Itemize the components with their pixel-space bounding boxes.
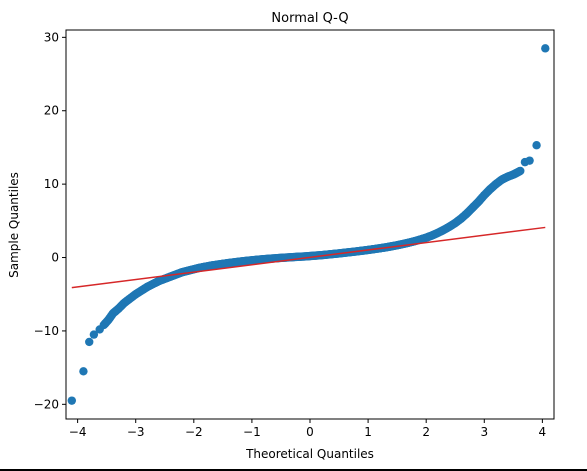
- data-points: [67, 44, 550, 405]
- x-tick-label: 3: [480, 425, 488, 439]
- x-axis-label: Theoretical Quantiles: [245, 447, 374, 461]
- x-tick-label: 2: [422, 425, 430, 439]
- reference-line: [71, 226, 546, 289]
- x-tick-label: 1: [364, 425, 372, 439]
- y-axis-label: Sample Quantiles: [7, 172, 21, 278]
- y-tick-label: 20: [44, 104, 59, 118]
- y-tick-label: −10: [34, 324, 59, 338]
- x-tick-label: 0: [306, 425, 314, 439]
- x-axis-ticks: −4 −3 −2 −1 0 1 2 3 4: [69, 419, 546, 439]
- x-tick-label: 4: [539, 425, 547, 439]
- chart-title: Normal Q-Q: [271, 11, 348, 26]
- y-tick-label: 0: [51, 251, 59, 265]
- x-tick-label: −4: [69, 425, 87, 439]
- data-point: [525, 156, 534, 165]
- data-point: [79, 367, 88, 376]
- plot-frame: [65, 29, 555, 420]
- data-point: [515, 166, 524, 176]
- y-tick-label: 30: [44, 30, 59, 44]
- bottom-divider: [0, 469, 587, 471]
- data-point: [541, 44, 550, 53]
- y-axis-ticks: −20 −10 0 10 20 30: [34, 30, 66, 411]
- data-point: [532, 141, 541, 150]
- data-point: [67, 396, 77, 405]
- y-tick-label: 10: [44, 177, 59, 191]
- data-point: [85, 337, 94, 347]
- x-tick-label: −3: [127, 425, 145, 439]
- y-tick-label: −20: [34, 397, 59, 411]
- x-tick-label: −1: [243, 425, 261, 439]
- data-point: [89, 330, 99, 339]
- x-tick-label: −2: [185, 425, 203, 439]
